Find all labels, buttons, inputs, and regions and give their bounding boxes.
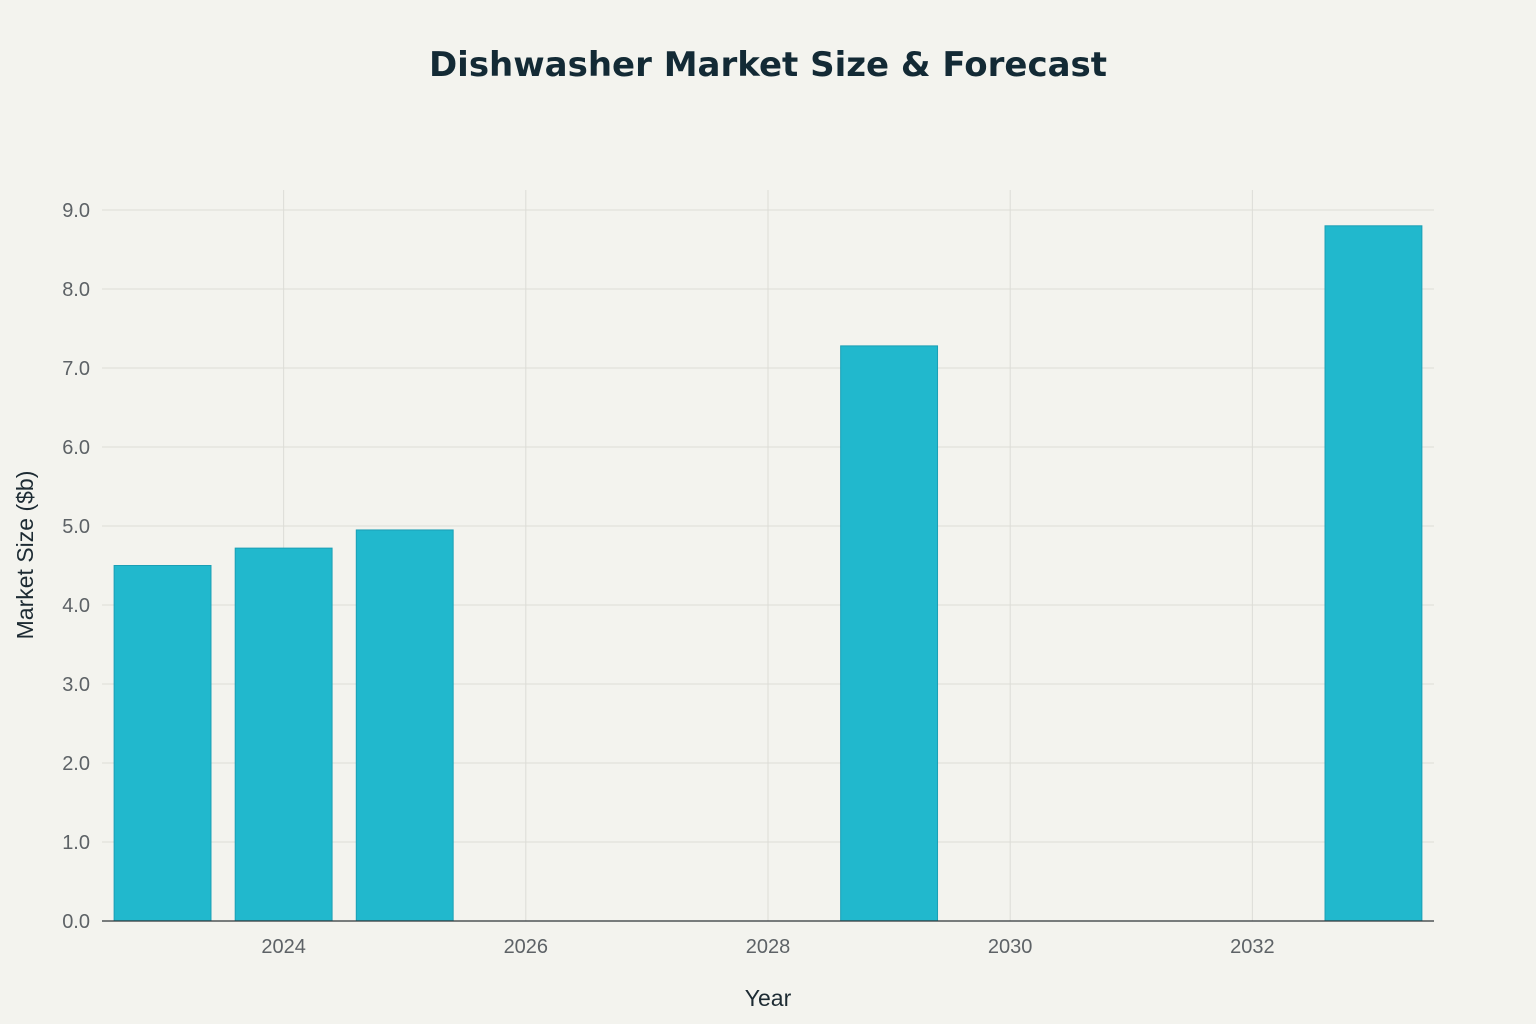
x-tick-label: 2028 (746, 936, 791, 958)
chart-title: Dishwasher Market Size & Forecast (429, 45, 1107, 85)
y-tick-label: 0.0 (62, 911, 90, 933)
x-axis-title: Year (745, 985, 792, 1011)
y-tick-label: 3.0 (62, 674, 90, 696)
bar-2024 (234, 547, 333, 922)
x-tick-label: 2030 (988, 936, 1033, 958)
x-tick-label: 2026 (504, 936, 549, 958)
y-tick-label: 4.0 (62, 595, 90, 617)
bar-2025 (355, 529, 454, 922)
bars (113, 225, 1423, 922)
tick-labels: 0.0 1.0 2.0 3.0 4.0 5.0 6.0 7.0 8.0 9.0 2024 2026 20… (62, 200, 1274, 958)
x-tick-label: 2032 (1230, 936, 1275, 958)
y-tick-label: 2.0 (62, 753, 90, 775)
bar-2029 (840, 345, 939, 922)
y-tick-label: 5.0 (62, 516, 90, 538)
bar-2033 (1324, 225, 1423, 922)
y-tick-label: 8.0 (62, 279, 90, 301)
y-axis-title: Market Size ($b) (12, 471, 38, 640)
y-tick-label: 6.0 (62, 437, 90, 459)
y-tick-label: 9.0 (62, 200, 90, 222)
y-tick-label: 1.0 (62, 832, 90, 854)
x-tick-label: 2024 (261, 936, 306, 958)
bar-2023 (113, 565, 212, 922)
y-tick-label: 7.0 (62, 358, 90, 380)
